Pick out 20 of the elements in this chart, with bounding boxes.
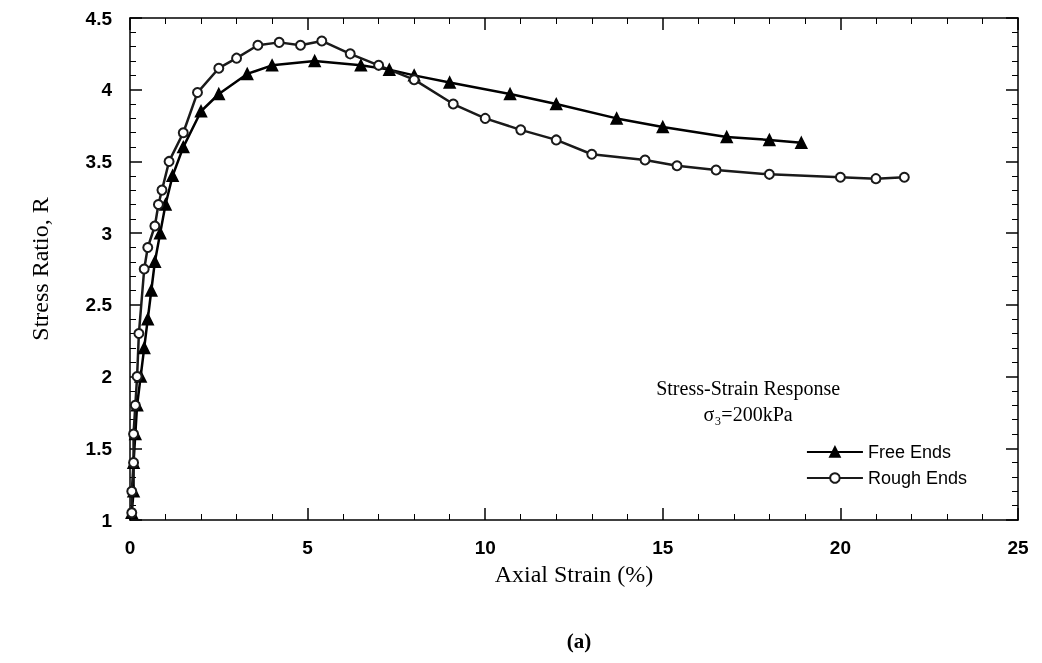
y-axis-title: Stress Ratio, R [27,197,53,341]
x-tick-label: 10 [474,537,496,558]
y-tick-label: 3.5 [85,150,113,172]
y-tick-label: 1 [101,509,113,531]
x-tick-label: 20 [829,537,851,558]
y-tick-label: 4 [101,79,113,101]
text: (a) [566,628,592,653]
y-tick-label: 2 [101,366,112,388]
legend-label: Free Ends [867,442,951,462]
x-axis-title: Axial Strain (%) [494,560,654,587]
x-tick-label: 25 [1007,537,1029,558]
y-tick-label: 2.5 [85,294,113,316]
y-tick-label: 1.5 [85,437,113,459]
x-tick-label: 15 [652,537,674,558]
legend-title: Stress-Strain Response σ₃=200kPa [656,377,841,425]
legend-label: Rough Ends [867,468,968,488]
y-tick-label: 3 [101,222,112,244]
y-tick-label: 4.5 [85,7,113,29]
x-tick-label: 5 [302,537,314,558]
x-tick-label: 0 [124,537,136,558]
